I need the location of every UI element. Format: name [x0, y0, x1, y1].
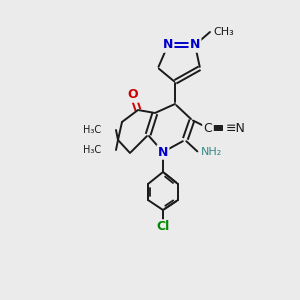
Text: ≡N: ≡N — [226, 122, 247, 134]
Text: O: O — [128, 88, 138, 101]
Text: N: N — [163, 38, 173, 52]
Text: NH₂: NH₂ — [201, 147, 222, 157]
Text: N: N — [163, 38, 173, 52]
Text: NH₂: NH₂ — [201, 147, 224, 157]
Text: ≡N: ≡N — [226, 122, 246, 134]
Text: Cl: Cl — [156, 220, 170, 233]
Text: N: N — [158, 146, 168, 158]
Text: H₃C: H₃C — [83, 145, 101, 155]
Text: N: N — [190, 38, 200, 52]
Text: H₃C: H₃C — [81, 125, 101, 135]
Text: H₃C: H₃C — [81, 145, 101, 155]
Text: H₃C: H₃C — [83, 125, 101, 135]
Text: N: N — [190, 38, 200, 52]
Text: C: C — [204, 122, 212, 134]
Text: C: C — [203, 122, 213, 134]
Text: CH₃: CH₃ — [213, 27, 235, 37]
Text: O: O — [128, 88, 138, 101]
Text: N: N — [158, 146, 168, 158]
Text: CH₃: CH₃ — [213, 27, 234, 37]
Text: Cl: Cl — [156, 220, 170, 233]
